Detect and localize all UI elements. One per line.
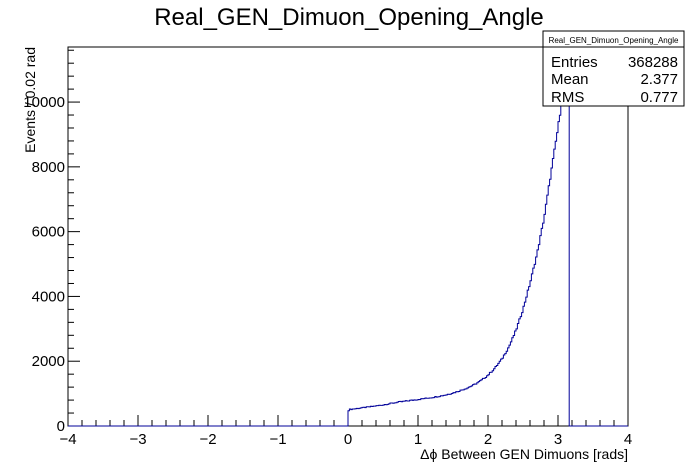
y-axis-label: Events / 0.02 rad [22, 47, 38, 153]
y-tick-label: 10000 [23, 94, 65, 111]
x-tick-label: 4 [624, 431, 632, 448]
x-tick-label: 2 [484, 431, 492, 448]
stats-entries-label: Entries [551, 54, 598, 71]
x-axis: −4 −3 −2 −1 0 1 2 3 4 [59, 415, 632, 448]
stats-entries-value: 368288 [628, 54, 678, 71]
stats-box-title: Real_GEN_Dimuon_Opening_Angle [549, 36, 679, 45]
x-tick-label: 3 [554, 431, 562, 448]
x-tick-label: 0 [344, 431, 352, 448]
y-tick-label: 6000 [32, 224, 65, 241]
stats-box-frame [542, 30, 685, 107]
y-tick-label: 2000 [32, 353, 65, 370]
stats-mean-value: 2.377 [640, 71, 678, 88]
y-tick-label: 0 [57, 418, 65, 435]
chart-title: Real_GEN_Dimuon_Opening_Angle [154, 4, 544, 31]
stats-box: Real_GEN_Dimuon_Opening_Angle Entries 36… [542, 30, 685, 107]
y-tick-label: 8000 [32, 159, 65, 176]
x-tick-label: −2 [199, 431, 216, 448]
x-axis-label: Δϕ Between GEN Dimuons [rads] [420, 446, 628, 462]
stats-rms-value: 0.777 [640, 89, 678, 106]
x-tick-label: −1 [269, 431, 286, 448]
stats-rms-label: RMS [551, 89, 584, 106]
y-axis: 0 2000 4000 6000 8000 10000 [23, 49, 80, 435]
histogram-line [68, 59, 628, 427]
stats-mean-label: Mean [551, 71, 589, 88]
x-tick-label: −4 [59, 431, 76, 448]
y-tick-label: 4000 [32, 288, 65, 305]
x-tick-label: 1 [414, 431, 422, 448]
x-tick-label: −3 [129, 431, 146, 448]
